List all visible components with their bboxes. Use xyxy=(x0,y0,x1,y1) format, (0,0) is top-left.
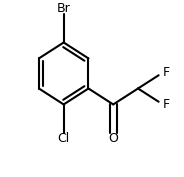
Text: Cl: Cl xyxy=(58,132,70,145)
Text: Br: Br xyxy=(57,2,70,15)
Text: F: F xyxy=(163,98,170,111)
Text: F: F xyxy=(163,66,170,79)
Text: O: O xyxy=(108,132,118,145)
